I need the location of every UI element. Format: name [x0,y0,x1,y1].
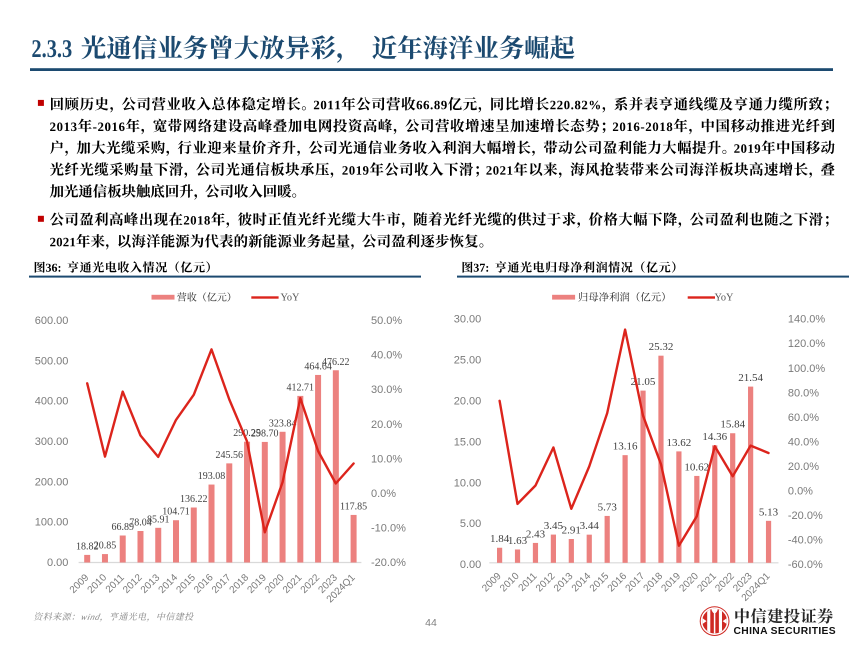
svg-text:2016: 2016 [606,571,630,595]
svg-text:600.00: 600.00 [35,315,69,327]
svg-text:2021: 2021 [695,571,719,595]
svg-text:2010: 2010 [498,571,522,595]
svg-text:60.0%: 60.0% [788,412,819,424]
svg-text:476.22: 476.22 [322,357,350,368]
svg-text:2020: 2020 [677,571,701,595]
svg-text:10.62: 10.62 [684,461,709,473]
svg-text:2015: 2015 [588,571,612,595]
svg-text:2019: 2019 [660,571,684,595]
svg-text:15.00: 15.00 [454,436,482,448]
svg-text:30.0%: 30.0% [371,384,402,396]
svg-text:140.0%: 140.0% [788,314,826,326]
svg-text:20.85: 20.85 [94,541,117,552]
svg-text:2010: 2010 [86,572,110,596]
svg-text:-60.0%: -60.0% [788,559,823,571]
svg-text:78.04: 78.04 [129,518,152,529]
svg-text:1.63: 1.63 [508,535,528,547]
svg-text:2012: 2012 [121,572,145,596]
svg-text:15.84: 15.84 [720,419,745,431]
svg-text:400.00: 400.00 [35,396,69,408]
svg-text:300.00: 300.00 [35,436,69,448]
svg-text:2013: 2013 [139,572,163,596]
svg-text:14.36: 14.36 [702,431,727,443]
svg-text:13.62: 13.62 [667,437,692,449]
svg-text:100.00: 100.00 [35,517,69,529]
svg-text:2018: 2018 [642,571,666,595]
svg-text:2022: 2022 [299,572,323,596]
svg-text:2017: 2017 [624,571,648,595]
svg-text:2016: 2016 [192,572,216,596]
svg-text:2014: 2014 [157,572,181,596]
svg-text:0.0%: 0.0% [371,488,396,500]
svg-text:2012: 2012 [534,571,558,595]
svg-text:2014: 2014 [570,571,594,595]
svg-text:290.25: 290.25 [233,428,261,439]
svg-text:0.00: 0.00 [460,559,481,571]
svg-text:40.0%: 40.0% [371,350,402,362]
svg-text:298.70: 298.70 [251,428,279,439]
svg-text:0.00: 0.00 [47,557,68,569]
svg-text:1.84: 1.84 [490,533,510,545]
svg-text:2009: 2009 [480,571,504,595]
svg-text:50.0%: 50.0% [371,315,402,327]
svg-text:104.71: 104.71 [162,507,190,518]
svg-text:323.84: 323.84 [269,418,297,429]
svg-text:25.00: 25.00 [454,355,482,367]
svg-text:40.0%: 40.0% [788,436,819,448]
svg-text:13.16: 13.16 [613,441,638,453]
svg-text:20.0%: 20.0% [788,461,819,473]
svg-text:CHINA SECURITIES: CHINA SECURITIES [734,626,836,637]
svg-text:20.0%: 20.0% [371,419,402,431]
svg-text:2018: 2018 [228,572,252,596]
svg-text:-20.0%: -20.0% [788,510,823,522]
svg-text:2021: 2021 [281,572,305,596]
svg-text:5.73: 5.73 [598,501,618,513]
svg-text:464.64: 464.64 [304,361,332,372]
svg-text:-40.0%: -40.0% [788,535,823,547]
svg-text:3.45: 3.45 [544,520,564,532]
svg-text:25.32: 25.32 [649,341,674,353]
svg-text:500.00: 500.00 [35,355,69,367]
svg-text:80.0%: 80.0% [788,387,819,399]
svg-text:412.71: 412.71 [287,382,315,393]
svg-text:2022: 2022 [713,571,737,595]
svg-text:2013: 2013 [552,571,576,595]
svg-text:245.56: 245.56 [216,450,244,461]
svg-text:30.00: 30.00 [454,314,482,326]
svg-text:100.0%: 100.0% [788,363,826,375]
svg-text:85.91: 85.91 [147,514,170,525]
svg-text:2017: 2017 [210,572,234,596]
svg-text:2009: 2009 [68,572,92,596]
svg-text:YoY: YoY [715,293,735,304]
svg-text:117.85: 117.85 [340,501,367,512]
svg-text:136.22: 136.22 [180,494,208,505]
svg-text:44: 44 [425,617,437,629]
svg-text:2.43: 2.43 [526,528,546,540]
svg-text:-20.0%: -20.0% [371,557,406,569]
svg-text:120.0%: 120.0% [788,338,826,350]
svg-text:-10.0%: -10.0% [371,523,406,535]
svg-text:3.44: 3.44 [580,520,600,532]
svg-text:66.89: 66.89 [111,522,134,533]
svg-text:5.13: 5.13 [759,506,779,518]
svg-text:18.82: 18.82 [76,541,99,552]
svg-text:5.00: 5.00 [460,518,481,530]
svg-text:0.0%: 0.0% [788,486,813,498]
svg-text:21.54: 21.54 [738,372,763,384]
svg-text:10.0%: 10.0% [371,453,402,465]
svg-text:2020: 2020 [263,572,287,596]
svg-text:2019: 2019 [245,572,269,596]
svg-text:2.91: 2.91 [562,525,581,537]
svg-text:10.00: 10.00 [454,477,482,489]
svg-text:200.00: 200.00 [35,476,69,488]
svg-text:2015: 2015 [174,572,198,596]
svg-text:20.00: 20.00 [454,396,482,408]
svg-text:193.08: 193.08 [198,471,226,482]
svg-text:YoY: YoY [281,293,301,304]
